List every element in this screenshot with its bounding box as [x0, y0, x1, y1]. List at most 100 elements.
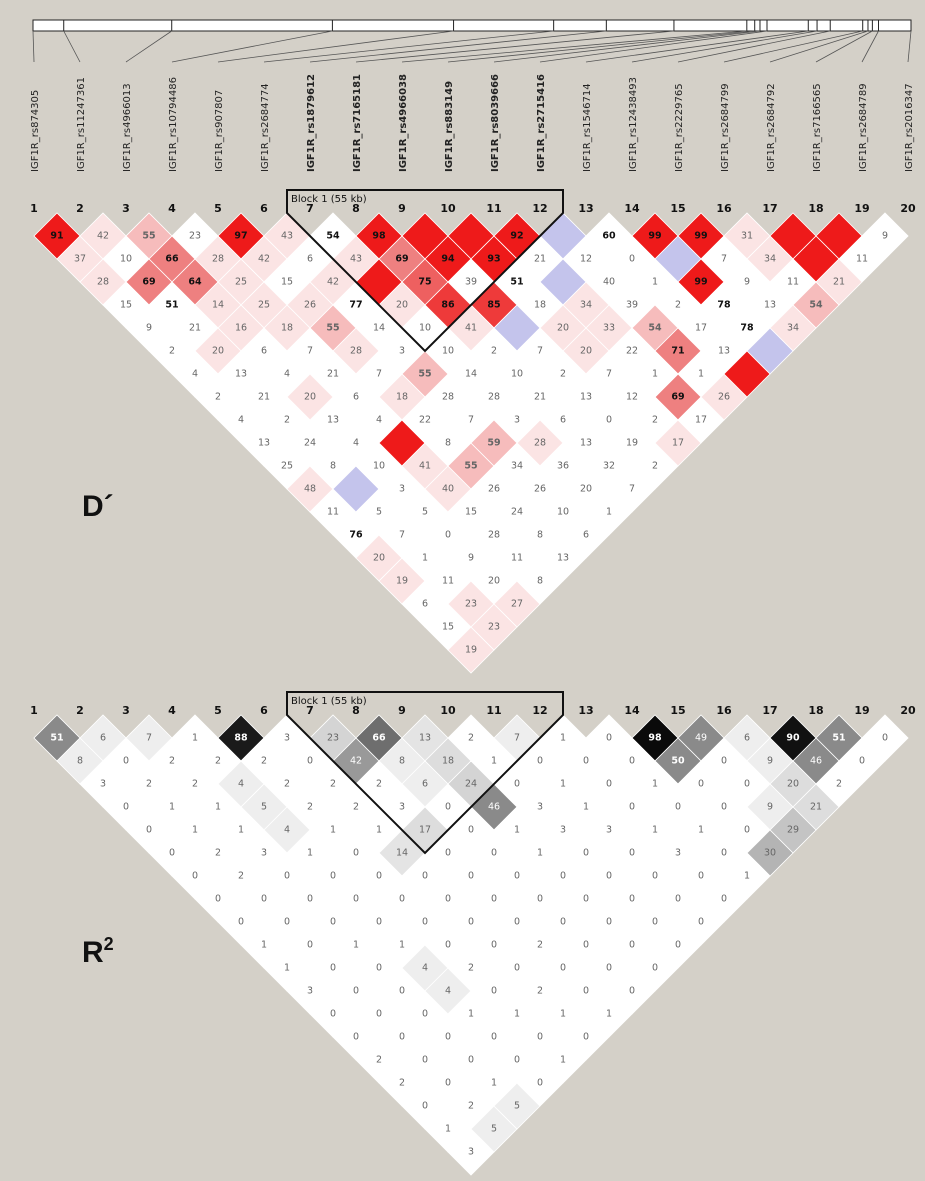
r-squared-cell-value: 0	[169, 848, 175, 859]
r-squared-cell-value: 0	[307, 894, 313, 905]
d-prime-cell-value: 39	[626, 300, 638, 311]
snp-index-number: 5	[214, 704, 222, 717]
ruler-connector	[309, 30, 607, 63]
r-squared-cell-value: 1	[192, 825, 198, 836]
d-prime-cell-value: 14	[465, 369, 477, 380]
snp-index-number: 14	[624, 202, 640, 215]
r-squared-cell-value: 5	[261, 802, 267, 813]
r-squared-cell-value: 2	[169, 756, 175, 767]
r-squared-cell-value: 0	[514, 1055, 520, 1066]
snp-name-label: IGF1R_rs2684789	[858, 83, 869, 172]
d-prime-cell-value: 51	[510, 277, 523, 288]
r-squared-cell-value: 0	[491, 1032, 497, 1043]
d-prime-cell-value: 21	[189, 323, 201, 334]
r-squared-cell-value: 7	[514, 733, 520, 744]
r-squared-cell-value: 7	[146, 733, 152, 744]
d-prime-cell-value: 3	[399, 484, 405, 495]
r-squared-cell-value: 0	[468, 1055, 474, 1066]
ruler-connector	[125, 30, 172, 63]
d-prime-cell-value: 9	[882, 231, 888, 242]
snp-index-number: 6	[260, 704, 268, 717]
d-prime-cell-value: 8	[330, 461, 336, 472]
d-prime-cell-value: 32	[603, 461, 615, 472]
d-prime-cell-value: 99	[694, 277, 707, 288]
snp-index-number: 1	[30, 202, 38, 215]
r-squared-cell-value: 0	[606, 871, 612, 882]
d-prime-cell-value: 6	[560, 415, 566, 426]
d-prime-cell-value: 66	[165, 254, 179, 265]
d-prime-cell-value: 5	[376, 507, 382, 518]
d-prime-cell-value: 10	[442, 346, 454, 357]
d-prime-cell-value: 19	[465, 645, 477, 656]
snp-name-label: IGF1R_rs8039666	[490, 74, 501, 172]
r-squared-cell-value: 51	[50, 733, 63, 744]
d-prime-cell-value: 28	[534, 438, 546, 449]
d-prime-cell-value: 7	[468, 415, 474, 426]
r-squared-cell-value: 0	[468, 917, 474, 928]
snp-index-number: 16	[716, 704, 732, 717]
r-squared-cell-value: 30	[764, 848, 776, 859]
r-squared-cell-value: 1	[560, 779, 566, 790]
d-prime-cell-value: 2	[169, 346, 175, 357]
r-squared-cell-value: 0	[491, 986, 497, 997]
ruler-connector	[263, 30, 554, 63]
snp-index-number: 10	[440, 202, 456, 215]
d-prime-cell-value: 85	[487, 300, 500, 311]
r-squared-cell-value: 0	[376, 871, 382, 882]
r-squared-cell-value: 0	[376, 1009, 382, 1020]
r-squared-cell-value: 0	[721, 756, 727, 767]
d-prime-cell-value: 13	[557, 553, 569, 564]
r-squared-cell-value: 6	[100, 733, 106, 744]
r-squared-cell-value: 2	[307, 802, 313, 813]
r-squared-cell-value: 0	[238, 917, 244, 928]
r-squared-cell-value: 1	[560, 1055, 566, 1066]
snp-index-number: 8	[352, 202, 360, 215]
snp-name-label: IGF1R_rs4966013	[122, 83, 133, 172]
d-prime-cell	[723, 350, 771, 398]
d-prime-cell-value: 28	[488, 530, 500, 541]
r-squared-cell-value: 0	[445, 940, 451, 951]
d-prime-cell-value: 33	[603, 323, 615, 334]
d-prime-cell-value: 34	[764, 254, 776, 265]
d-prime-cell-value: 28	[442, 392, 454, 403]
ruler-connector	[539, 30, 768, 63]
d-prime-cell-value: 2	[675, 300, 681, 311]
d-prime-cell-value: 15	[120, 300, 132, 311]
r-squared-cell-value: 66	[372, 733, 386, 744]
r-squared-cell-value: 1	[261, 940, 267, 951]
d-prime-cell-value: 36	[557, 461, 569, 472]
d-prime-cell-value: 20	[580, 484, 592, 495]
r-squared-label-base: R	[82, 936, 104, 969]
r-squared-cell-value: 0	[215, 894, 221, 905]
r-squared-cell-value: 0	[744, 825, 750, 836]
r-squared-cell-value: 0	[445, 1032, 451, 1043]
d-prime-cell-value: 2	[284, 415, 290, 426]
r-squared-cell-value: 2	[376, 1055, 382, 1066]
r-squared-cell-value: 2	[836, 779, 842, 790]
d-prime-cell-value: 27	[511, 599, 523, 610]
r-squared-cell-value: 1	[560, 733, 566, 744]
r-squared-cell-value: 2	[376, 779, 382, 790]
d-prime-cell-value: 42	[258, 254, 270, 265]
d-prime-cell-value: 41	[419, 461, 431, 472]
r-squared-cell-value: 51	[832, 733, 845, 744]
d-prime-cell-value: 11	[327, 507, 339, 518]
haplotype-block-label: Block 1 (55 kb)	[291, 696, 367, 707]
d-prime-cell-value: 34	[511, 461, 523, 472]
d-prime-cell-value: 5	[422, 507, 428, 518]
d-prime-cell-value: 7	[721, 254, 727, 265]
d-prime-cell-value: 11	[856, 254, 868, 265]
snp-name-label: IGF1R_rs12438493	[628, 77, 639, 172]
d-prime-cell-value: 24	[511, 507, 523, 518]
d-prime-cell-value: 55	[464, 461, 477, 472]
r-squared-cell-value: 0	[721, 848, 727, 859]
r-squared-cell-value: 2	[353, 802, 359, 813]
d-prime-cell-value: 78	[717, 300, 731, 311]
r-squared-cell-value: 46	[810, 756, 822, 767]
d-prime-cell-value: 4	[284, 369, 290, 380]
d-prime-cell-value: 8	[537, 530, 543, 541]
r-squared-cell-value: 1	[491, 1078, 497, 1089]
r-squared-cell-value: 1	[215, 802, 221, 813]
d-prime-cell-value: 10	[419, 323, 431, 334]
